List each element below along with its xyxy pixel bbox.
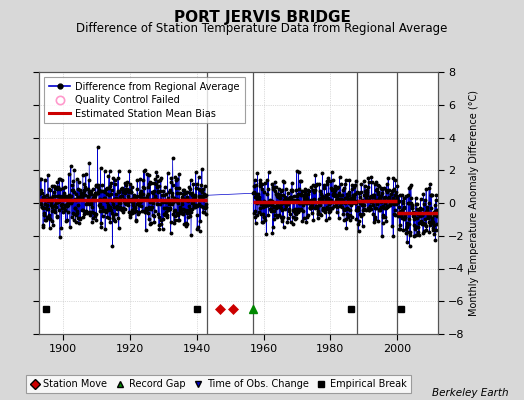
Text: Berkeley Earth: Berkeley Earth [432,388,508,398]
Legend: Difference from Regional Average, Quality Control Failed, Estimated Station Mean: Difference from Regional Average, Qualit… [44,77,245,123]
Text: PORT JERVIS BRIDGE: PORT JERVIS BRIDGE [173,10,351,25]
Y-axis label: Monthly Temperature Anomaly Difference (°C): Monthly Temperature Anomaly Difference (… [468,90,478,316]
Text: Difference of Station Temperature Data from Regional Average: Difference of Station Temperature Data f… [77,22,447,35]
Legend: Station Move, Record Gap, Time of Obs. Change, Empirical Break: Station Move, Record Gap, Time of Obs. C… [26,375,411,393]
